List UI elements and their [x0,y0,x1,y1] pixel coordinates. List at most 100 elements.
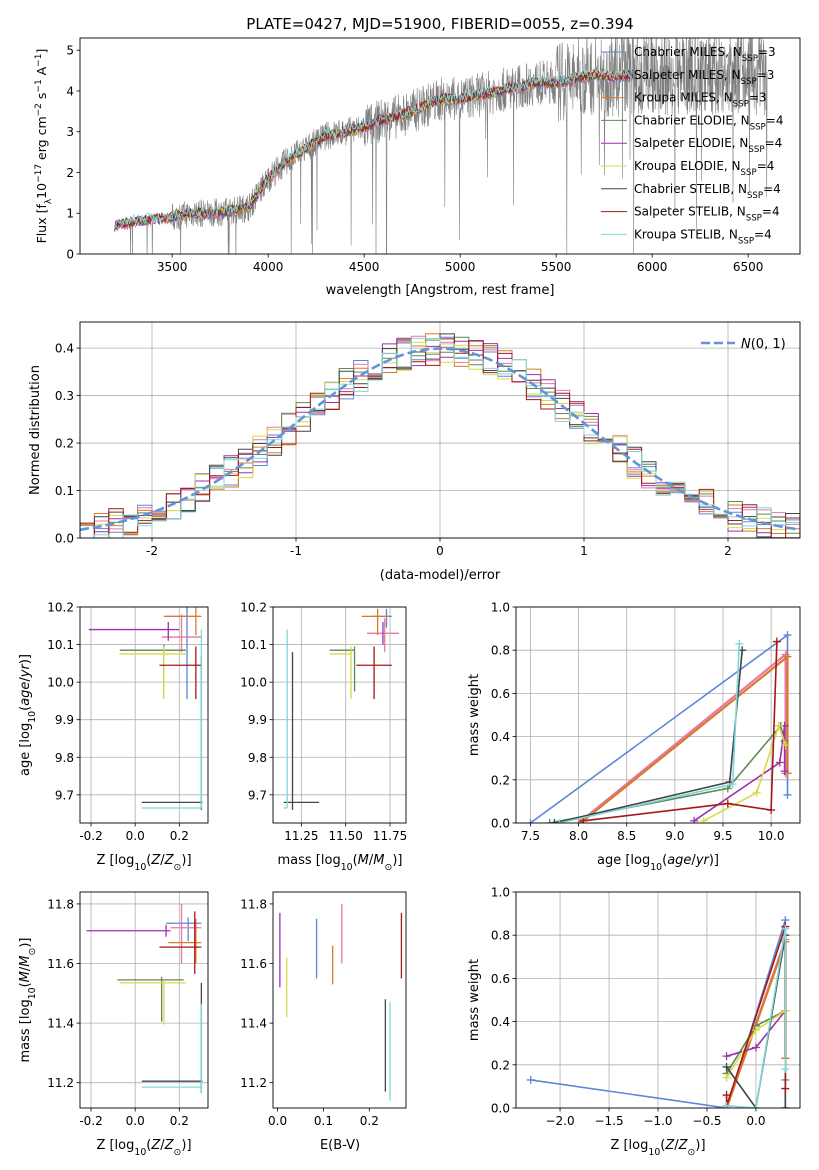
y-tick-label: 0.0 [491,817,510,831]
axes-frame-mass_weight_vs_age [515,606,801,824]
y-tick-label: 10.0 [47,676,74,690]
legend-label: Chabrier STELIB, NSSP=4 [634,182,781,201]
legend-label: Salpeter MILES, NSSP=3 [634,68,774,87]
x-tick-label: -2 [146,544,158,558]
ticks-mass_weight_vs_Z: −2.0 −1.5 −1.0 −0.5 0.0 0.0 0.2 0.4 0.6 0.8 1.0 [491,886,766,1129]
weight-line-salpeter-elodie [693,725,786,822]
histogram-kroupa-stelib [80,337,800,538]
weight-marker [699,816,708,823]
y-tick-label: 0.3 [55,389,74,403]
y-tick-label: 0.4 [491,730,510,744]
axes-residuals: -2 -1 0 1 2 0.0 0.1 0.2 0.3 0.4 [55,321,801,558]
weight-line-chabrier-elodie [549,724,786,823]
legend-label: Kroupa STELIB, NSSP=4 [634,227,772,246]
x-tick-label: −0.5 [692,1114,721,1128]
axes-mass_vs_ebv: 0.0 0.1 0.2 11.2 11.4 11.6 11.8 [240,891,407,1128]
model-line-kroupa-elodie [114,69,634,231]
x-tick-label: 0.2 [360,1114,379,1128]
y-tick-label: 0.8 [491,644,510,658]
x-tick-label: 4500 [349,260,380,274]
y-axis-label-spectrum: Flux [fλ10−17 erg cm−2 s−1 A−1] [34,49,54,244]
axes-frame-residuals [79,321,801,539]
grid-mass_weight_vs_Z [516,891,800,1109]
weight-line-kroupa-elodie [703,723,787,822]
weight-marker [772,637,781,646]
model-line-kroupa-stelib [114,67,634,230]
y-tick-label: 0 [66,248,74,262]
x-tick-label: 0.1 [314,1114,333,1128]
ticks-mass_vs_ebv: 0.0 0.1 0.2 11.2 11.4 11.6 11.8 [240,897,379,1128]
weight-marker [781,1065,790,1074]
x-axis-label-age-vs-mass: mass [log10(M/M⊙)] [278,853,403,873]
y-tick-label: 1.0 [491,886,510,900]
y-tick-label: 11.6 [47,957,74,971]
axes-mass_vs_Z: -0.2 0.0 0.2 11.2 11.4 11.6 11.8 [47,891,209,1128]
weight-marker [722,1052,731,1061]
y-tick-label: 0.6 [491,687,510,701]
y-tick-label: 9.8 [248,751,267,765]
ticks-residuals: -2 -1 0 1 2 0.0 0.1 0.2 0.3 0.4 [55,342,732,558]
weight-marker [722,1101,731,1108]
y-tick-label: 10.2 [240,601,267,615]
weight-marker [550,819,559,823]
legend-label: Kroupa ELODIE, NSSP=4 [634,159,774,178]
axes-frame-mass_weight_vs_Z [515,891,801,1109]
y-tick-label: 9.7 [248,788,267,802]
y-tick-label: 0.0 [491,1102,510,1116]
weight-line-chabrier-miles [529,633,789,823]
weight-marker [555,819,564,823]
weight-marker [774,721,783,730]
y-tick-label: 0.2 [491,773,510,787]
axes-frame-spectrum [79,37,801,255]
plot-area-residuals [80,333,800,538]
plot-area-mass_weight_vs_Z [526,916,790,1108]
legend-label: Chabrier MILES, NSSP=3 [634,45,776,64]
y-tick-label: 10.0 [240,676,267,690]
x-tick-label: 9.5 [713,829,732,843]
y-tick-label: 0.1 [55,484,74,498]
y-tick-label: 0.4 [491,1015,510,1029]
y-tick-label: 11.4 [240,1017,267,1031]
ticks-spectrum: 3500 4000 4500 5000 5500 6000 6500 0 1 2 3 4 5 [66,44,763,274]
plot-area-mass_vs_Z [86,903,203,1094]
x-tick-label: -0.2 [79,829,102,843]
weight-marker [574,819,583,823]
weight-marker [781,924,790,933]
weight-marker [526,1075,535,1084]
x-tick-label: 9.0 [665,829,684,843]
x-tick-label: 4000 [253,260,284,274]
x-tick-label: 0.2 [170,829,189,843]
y-axis-label-mass: mass [log10(M/M⊙)] [18,938,38,1063]
weight-marker [781,1104,790,1108]
y-tick-label: 9.9 [55,713,74,727]
spectrum-data-line [114,38,768,254]
weight-marker [751,1104,760,1108]
weight-line-kroupa-miles [579,654,789,823]
y-tick-label: 0.6 [491,972,510,986]
plot-area-spectrum [114,38,768,254]
weight-marker [781,1084,790,1093]
ticks-age_vs_mass: 11.25 11.50 11.75 9.7 9.8 9.9 10.0 10.1 10.2 [240,601,407,844]
weight-marker [780,767,789,776]
y-tick-label: 0.0 [55,532,74,546]
weight-line-kroupa-stelib [726,928,787,1108]
y-tick-label: 9.8 [55,751,74,765]
ticks-mass_vs_Z: -0.2 0.0 0.2 11.2 11.4 11.6 11.8 [47,897,189,1128]
y-tick-label: 11.2 [240,1076,267,1090]
legend-label-gaussian: N(0, 1) [741,337,786,352]
x-axis-label-weight-z: Z [log10(Z/Z⊙)] [610,1138,705,1158]
y-tick-label: 2 [66,166,74,180]
weight-marker [690,816,699,823]
y-tick-label: 4 [66,84,74,98]
legend-label: Chabrier ELODIE, NSSP=4 [634,113,783,132]
x-tick-label: 5500 [541,260,572,274]
x-axis-label-mass-vs-z: Z [log10(Z/Z⊙)] [96,1138,191,1158]
weight-marker [728,780,737,789]
x-tick-label: 8.5 [617,829,636,843]
y-tick-label: 9.7 [55,788,74,802]
y-tick-label: 0.8 [491,929,510,943]
weight-marker [545,819,554,823]
y-axis-label-residuals: Normed distribution [28,365,43,495]
legend-spectrum: Chabrier MILES, NSSP=3 Salpeter MILES, NS… [601,45,783,246]
